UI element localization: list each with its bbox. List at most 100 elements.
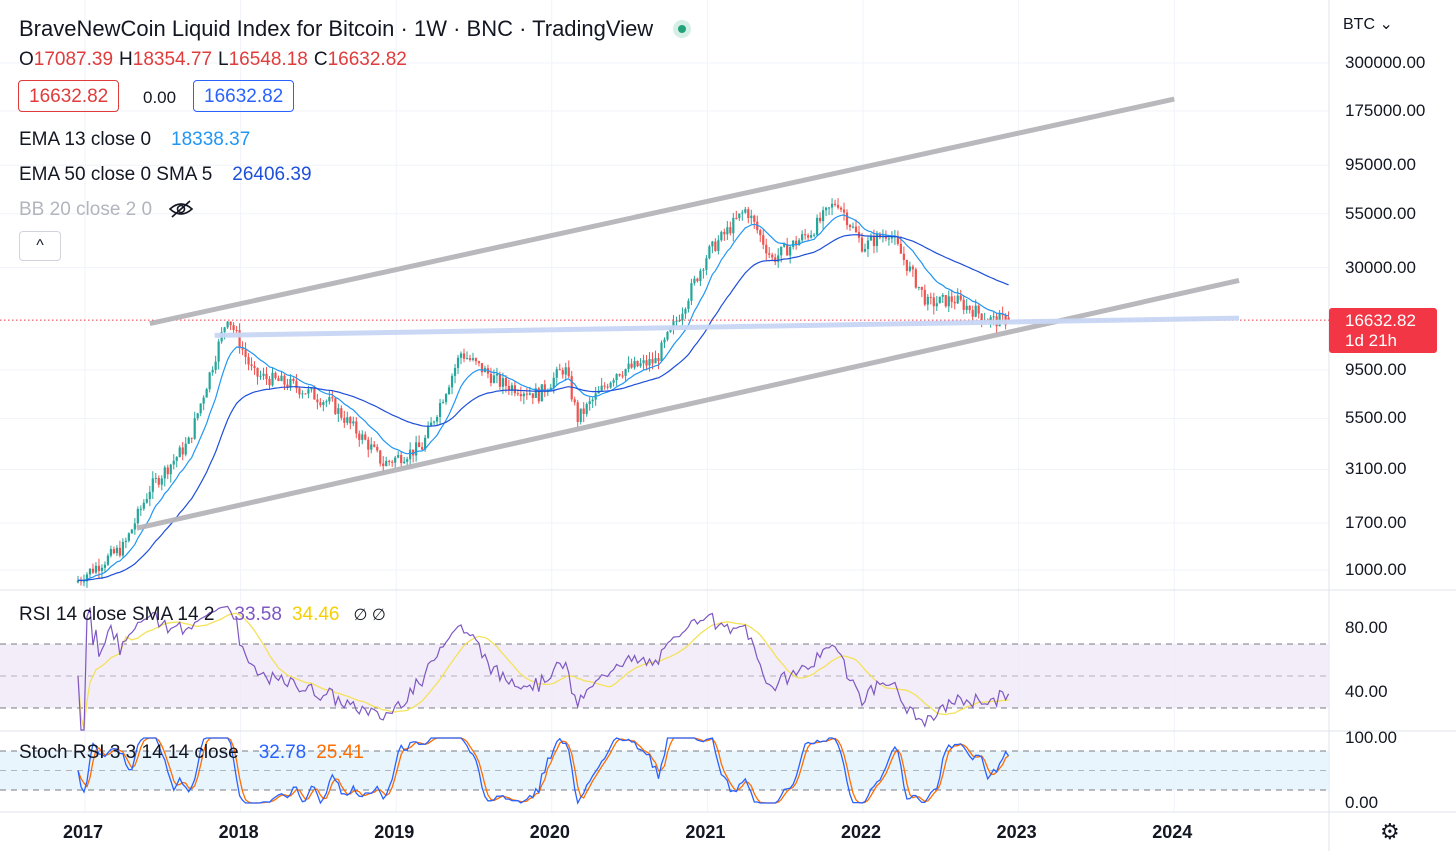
- candle-body: [561, 370, 564, 375]
- ema50-legend[interactable]: EMA 50 close 0 SMA 5 26406.39: [19, 164, 312, 186]
- candle-body: [708, 246, 711, 259]
- candle-body: [756, 221, 759, 231]
- chevron-down-icon: ⌄: [1379, 16, 1393, 33]
- candle-body: [307, 389, 310, 394]
- candle-body: [319, 402, 322, 406]
- ohlc-key: L: [218, 49, 229, 70]
- price-tick-label: 3100.00: [1345, 459, 1407, 479]
- ema13-line: [77, 214, 1009, 582]
- candle-body: [193, 418, 196, 439]
- candle-body: [845, 212, 849, 226]
- rsi-tick-label: 40.00: [1345, 682, 1388, 701]
- bid-price-box[interactable]: 16632.82: [18, 80, 120, 112]
- candle-body: [875, 233, 879, 246]
- candle-body: [567, 367, 570, 377]
- candle-body: [400, 455, 403, 464]
- candle-body: [866, 240, 870, 249]
- candle-body: [504, 378, 507, 386]
- collapse-legend-button[interactable]: ^: [19, 231, 61, 261]
- ohlc-key: C: [313, 49, 328, 70]
- chevron-up-icon: ^: [36, 237, 44, 254]
- stoch-legend[interactable]: Stoch RSI 3 3 14 14 close 32.78 25.41: [19, 742, 364, 764]
- price-tick-label: 175000.00: [1345, 100, 1426, 120]
- eye-hidden-icon[interactable]: [167, 199, 195, 219]
- rsi-tick-label: 80.00: [1345, 618, 1388, 637]
- candle-body: [672, 321, 675, 328]
- candle-body: [633, 360, 636, 368]
- candle-body: [271, 372, 274, 386]
- candle-body: [558, 369, 561, 371]
- candle-body: [830, 203, 834, 208]
- price-tick-label: 9500.00: [1345, 359, 1407, 379]
- candle-body: [394, 457, 397, 463]
- candle-body: [145, 499, 148, 503]
- candle-body: [133, 523, 136, 530]
- candle-body: [447, 387, 451, 395]
- candle-body: [777, 255, 780, 262]
- candle-body: [250, 364, 253, 367]
- ema13-legend[interactable]: EMA 13 close 0 18338.37: [19, 129, 250, 151]
- candle-body: [678, 320, 681, 322]
- candle-body: [85, 574, 89, 582]
- candle-body: [208, 372, 211, 390]
- gear-icon[interactable]: ⚙: [1380, 819, 1400, 844]
- candle-body: [684, 309, 687, 314]
- time-tick-label: 2024: [1152, 822, 1193, 842]
- candle-body: [810, 235, 813, 238]
- candle-body: [100, 567, 104, 571]
- candle-body: [238, 330, 241, 349]
- currency-selector[interactable]: BTC ⌄: [1343, 16, 1393, 33]
- bb-label: BB 20 close 2 0: [19, 199, 153, 220]
- candle-body: [887, 238, 891, 240]
- candle-body: [187, 437, 190, 444]
- candle-body: [259, 375, 262, 377]
- candle-body: [836, 204, 840, 208]
- candle-body: [971, 310, 974, 317]
- candle-body: [474, 358, 478, 362]
- candle-body: [435, 417, 439, 422]
- candle-body: [166, 467, 169, 475]
- candle-body: [645, 360, 648, 366]
- ohlc-value: 18354.77: [132, 49, 213, 70]
- market-status-icon[interactable]: [673, 20, 692, 38]
- ema13-value: 18338.37: [171, 129, 251, 150]
- candle-body: [115, 547, 118, 554]
- candle-body: [696, 278, 699, 282]
- candle-body: [94, 565, 98, 573]
- candle-body: [190, 437, 193, 439]
- ema13-label: EMA 13 close 0: [19, 129, 152, 150]
- time-tick-label: 2019: [374, 822, 415, 842]
- rsi-legend[interactable]: RSI 14 close SMA 14 2 33.58 34.46 ∅ ∅: [19, 604, 386, 626]
- candle-body: [367, 439, 370, 450]
- candle-body: [157, 477, 160, 485]
- candle-body: [364, 434, 367, 440]
- candle-body: [774, 257, 777, 262]
- candle-body: [199, 403, 202, 414]
- candle-body: [714, 241, 717, 251]
- candle-body: [989, 317, 992, 321]
- candle-body: [453, 367, 457, 376]
- bb-legend[interactable]: BB 20 close 2 0: [19, 199, 195, 221]
- candle-body: [441, 402, 445, 404]
- ema50-label: EMA 50 close 0 SMA 5: [19, 164, 213, 185]
- candle-body: [795, 240, 798, 246]
- ask-price-box[interactable]: 16632.82: [193, 80, 295, 112]
- candle-body: [298, 388, 301, 395]
- candle-body: [750, 215, 753, 219]
- candle-body: [618, 374, 621, 376]
- candle-body: [950, 296, 953, 302]
- candle-body: [409, 449, 412, 460]
- stoch-d-line: [77, 737, 1010, 804]
- candle-body: [277, 378, 280, 382]
- candle-body: [851, 226, 855, 228]
- candle-body: [525, 393, 528, 395]
- candle-body: [603, 385, 606, 387]
- candle-body: [765, 244, 768, 254]
- ema-lines: [0, 214, 1329, 582]
- candle-body: [124, 540, 127, 542]
- time-tick-label: 2018: [218, 822, 259, 842]
- candle-body: [552, 377, 555, 388]
- chart-title: BraveNewCoin Liquid Index for Bitcoin · …: [19, 16, 692, 42]
- candle-body: [121, 541, 124, 556]
